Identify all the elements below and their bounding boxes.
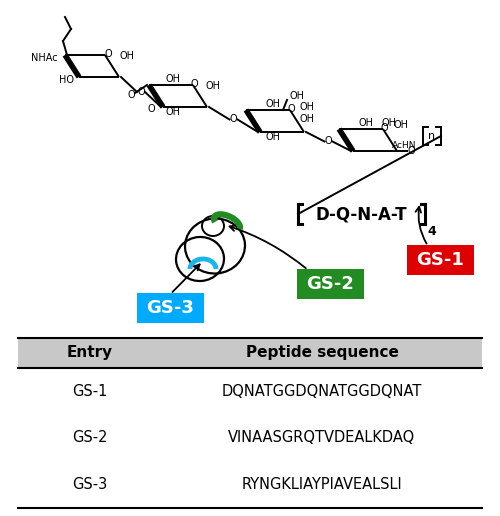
Text: GS-3: GS-3 bbox=[72, 477, 108, 492]
Text: OH: OH bbox=[266, 132, 280, 142]
Text: OH: OH bbox=[166, 74, 180, 84]
Text: O: O bbox=[147, 104, 155, 114]
Bar bbox=[18, 338, 482, 508]
Text: Peptide sequence: Peptide sequence bbox=[246, 346, 398, 361]
Text: D-Q-N-A-T: D-Q-N-A-T bbox=[316, 205, 408, 223]
Text: O: O bbox=[287, 104, 295, 114]
Text: O: O bbox=[324, 137, 332, 147]
Text: RYNGKLIAYPIAVEALSLI: RYNGKLIAYPIAVEALSLI bbox=[242, 477, 402, 492]
Text: O: O bbox=[407, 146, 415, 156]
Text: O: O bbox=[104, 49, 112, 59]
Text: O: O bbox=[190, 79, 198, 89]
FancyBboxPatch shape bbox=[137, 293, 204, 323]
Text: OH: OH bbox=[394, 120, 409, 130]
Text: OH: OH bbox=[120, 51, 135, 61]
Text: VINAASGRQTVDEALKDAQ: VINAASGRQTVDEALKDAQ bbox=[228, 430, 416, 445]
Text: OH: OH bbox=[266, 99, 280, 109]
Text: NHAc: NHAc bbox=[32, 53, 58, 63]
Text: GS-2: GS-2 bbox=[306, 275, 354, 293]
Text: n: n bbox=[428, 131, 436, 141]
Text: OH: OH bbox=[358, 118, 374, 128]
Text: OH: OH bbox=[166, 107, 180, 117]
Text: OH: OH bbox=[300, 102, 315, 112]
Text: Entry: Entry bbox=[67, 346, 113, 361]
Text: OH: OH bbox=[290, 91, 305, 101]
FancyBboxPatch shape bbox=[407, 245, 474, 275]
Bar bbox=[18, 415, 482, 461]
Text: AcHN: AcHN bbox=[392, 140, 416, 150]
Bar bbox=[18, 368, 482, 415]
Text: HO: HO bbox=[59, 75, 74, 85]
Text: OH: OH bbox=[206, 81, 221, 91]
FancyBboxPatch shape bbox=[297, 269, 364, 299]
Text: O: O bbox=[230, 115, 237, 124]
Text: O: O bbox=[127, 90, 135, 100]
Text: O: O bbox=[380, 123, 388, 133]
Text: GS-1: GS-1 bbox=[416, 251, 465, 269]
Bar bbox=[18, 461, 482, 508]
Text: GS-1: GS-1 bbox=[72, 384, 108, 399]
Text: OH: OH bbox=[382, 118, 397, 128]
Text: GS-3: GS-3 bbox=[146, 299, 194, 317]
Text: GS-2: GS-2 bbox=[72, 430, 108, 445]
Bar bbox=[18, 338, 482, 368]
Text: 4: 4 bbox=[427, 225, 436, 238]
Text: O: O bbox=[137, 87, 145, 97]
Text: OH: OH bbox=[300, 114, 315, 124]
Text: DQNATGGDQNATGGDQNAT: DQNATGGDQNATGGDQNAT bbox=[222, 384, 422, 399]
